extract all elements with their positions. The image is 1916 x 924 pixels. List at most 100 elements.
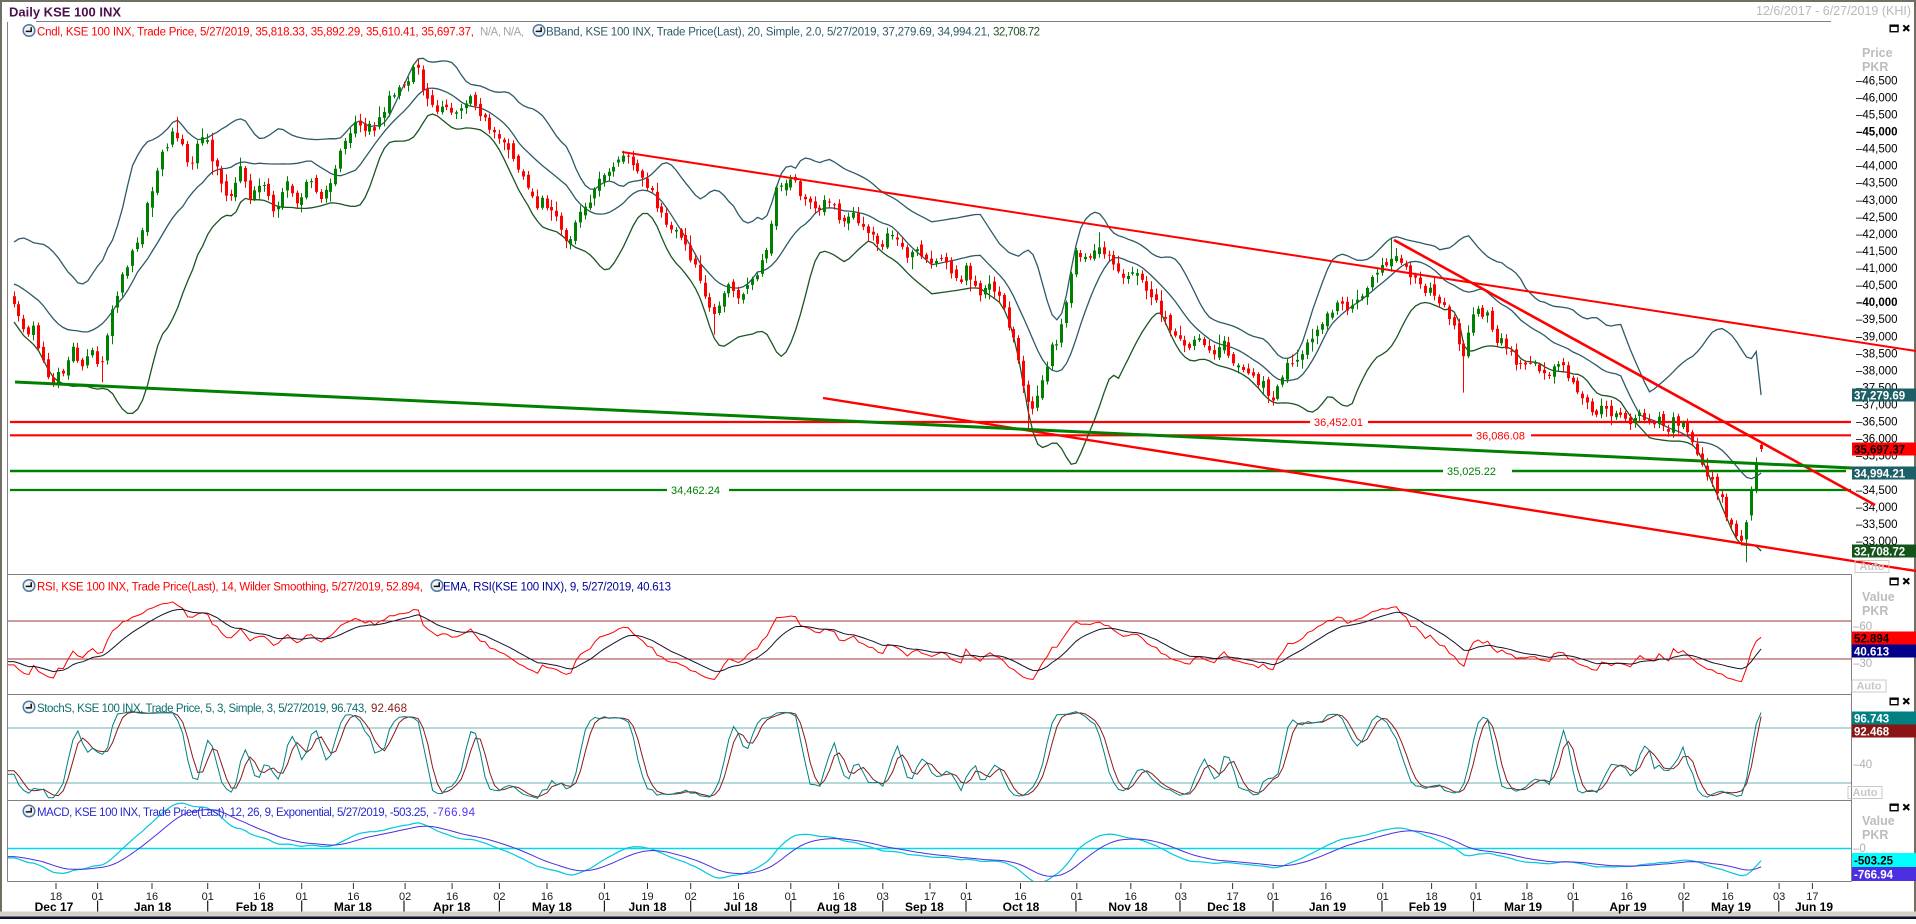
svg-text:01: 01 <box>202 891 214 903</box>
svg-text:02: 02 <box>399 891 411 903</box>
svg-text:01: 01 <box>960 891 972 903</box>
svg-text:MACD, KSE 100 INX, Trade Price: MACD, KSE 100 INX, Trade Price(Last), 12… <box>37 807 429 819</box>
svg-text:Jul 18: Jul 18 <box>724 900 758 914</box>
svg-text:Dec 18: Dec 18 <box>1207 900 1246 914</box>
svg-text:02: 02 <box>1678 891 1690 903</box>
svg-text:96.743: 96.743 <box>1854 714 1889 726</box>
svg-text:–36,500: –36,500 <box>1856 417 1898 429</box>
svg-text:01: 01 <box>91 891 103 903</box>
svg-text:Nov 18: Nov 18 <box>1108 900 1148 914</box>
svg-text:03: 03 <box>1175 891 1187 903</box>
svg-text:34,462.24: 34,462.24 <box>671 485 720 497</box>
svg-text:40.613: 40.613 <box>1854 647 1889 659</box>
svg-text:–46,000: –46,000 <box>1856 92 1898 104</box>
svg-text:16: 16 <box>1014 891 1026 903</box>
svg-text:Jan 19: Jan 19 <box>1309 900 1347 914</box>
svg-text:01: 01 <box>1470 891 1482 903</box>
svg-text:18: 18 <box>50 891 62 903</box>
svg-text:N/A, N/A,: N/A, N/A, <box>480 27 524 39</box>
svg-text:02: 02 <box>493 891 505 903</box>
svg-text:17: 17 <box>1806 891 1818 903</box>
svg-text:PKR: PKR <box>1862 60 1888 74</box>
svg-text:Apr 19: Apr 19 <box>1609 900 1647 914</box>
svg-text:–44,000: –44,000 <box>1856 161 1898 173</box>
svg-text:Jun 19: Jun 19 <box>1795 900 1833 914</box>
svg-text:03: 03 <box>1773 891 1785 903</box>
svg-text:Sep 18: Sep 18 <box>905 900 944 914</box>
svg-text:-766.94: -766.94 <box>1854 870 1894 882</box>
svg-text:-503.25: -503.25 <box>1854 856 1894 868</box>
svg-text:16: 16 <box>1320 891 1332 903</box>
svg-text:Value: Value <box>1862 814 1895 828</box>
svg-text:Apr 18: Apr 18 <box>433 900 471 914</box>
svg-text:17: 17 <box>1226 891 1238 903</box>
svg-text:Auto: Auto <box>1859 561 1884 573</box>
svg-text:16: 16 <box>253 891 265 903</box>
svg-text:Aug 18: Aug 18 <box>817 900 857 914</box>
svg-text:StochS, KSE 100 INX, Trade Pri: StochS, KSE 100 INX, Trade Price, 5, 3, … <box>37 703 367 715</box>
svg-text:–43,000: –43,000 <box>1856 195 1898 207</box>
svg-text:92.468: 92.468 <box>1854 727 1890 739</box>
svg-text:EMA, RSI(KSE 100 INX), 9, 5/2: EMA, RSI(KSE 100 INX), 9, 5/27/2019, 40.… <box>443 582 671 594</box>
svg-text:19: 19 <box>641 891 653 903</box>
svg-text:16: 16 <box>1722 891 1734 903</box>
svg-text:Cndl, KSE 100 INX, Trade Price: Cndl, KSE 100 INX, Trade Price, 5/27/201… <box>37 27 474 39</box>
svg-text:–38,500: –38,500 <box>1856 348 1898 360</box>
svg-text:Jan 18: Jan 18 <box>134 900 172 914</box>
svg-text:Daily KSE 100 INX: Daily KSE 100 INX <box>9 5 121 20</box>
svg-text:PKR: PKR <box>1862 828 1888 842</box>
svg-text:Mar 19: Mar 19 <box>1504 900 1542 914</box>
svg-text:Feb 19: Feb 19 <box>1409 900 1447 914</box>
svg-text:–34,000: –34,000 <box>1856 502 1898 514</box>
svg-text:36,452.01: 36,452.01 <box>1314 417 1363 429</box>
svg-text:16: 16 <box>446 891 458 903</box>
svg-text:37,279.69: 37,279.69 <box>1854 391 1905 403</box>
svg-text:–46,500: –46,500 <box>1856 75 1898 87</box>
svg-text:Auto: Auto <box>1852 787 1877 799</box>
svg-text:35,025.22: 35,025.22 <box>1447 466 1496 478</box>
svg-text:Oct 18: Oct 18 <box>1003 900 1040 914</box>
svg-text:35,697.37: 35,697.37 <box>1854 445 1905 457</box>
svg-text:16: 16 <box>146 891 158 903</box>
svg-text:02: 02 <box>685 891 697 903</box>
svg-text:PKR: PKR <box>1862 604 1888 618</box>
svg-text:01: 01 <box>785 891 797 903</box>
svg-text:–40,000: –40,000 <box>1856 297 1898 309</box>
svg-text:–0: –0 <box>1853 843 1866 855</box>
svg-text:01: 01 <box>296 891 308 903</box>
svg-text:–40,500: –40,500 <box>1856 280 1898 292</box>
svg-text:16: 16 <box>1125 891 1137 903</box>
svg-text:01: 01 <box>1567 891 1579 903</box>
svg-text:16: 16 <box>832 891 844 903</box>
svg-text:Value: Value <box>1862 590 1895 604</box>
svg-text:12/6/2017 - 6/27/2019 (KHI): 12/6/2017 - 6/27/2019 (KHI) <box>1756 4 1911 18</box>
svg-text:Jun 18: Jun 18 <box>628 900 666 914</box>
svg-text:May 18: May 18 <box>532 900 572 914</box>
svg-text:Dec 17: Dec 17 <box>35 900 74 914</box>
svg-text:18: 18 <box>1521 891 1533 903</box>
svg-text:17: 17 <box>924 891 936 903</box>
svg-text:–45,500: –45,500 <box>1856 109 1898 121</box>
svg-text:RSI, KSE 100 INX, Trade Price(: RSI, KSE 100 INX, Trade Price(Last), 14,… <box>37 582 423 594</box>
svg-text:–42,500: –42,500 <box>1856 212 1898 224</box>
svg-text:52.894: 52.894 <box>1854 634 1890 646</box>
svg-text:36,086.08: 36,086.08 <box>1476 430 1525 442</box>
svg-text:01: 01 <box>1071 891 1083 903</box>
svg-text:Mar 18: Mar 18 <box>334 900 372 914</box>
svg-text:03: 03 <box>877 891 889 903</box>
svg-text:32,708.72: 32,708.72 <box>993 27 1040 39</box>
svg-text:Feb 18: Feb 18 <box>236 900 274 914</box>
svg-text:–33,500: –33,500 <box>1856 519 1898 531</box>
svg-text:18: 18 <box>1425 891 1437 903</box>
svg-text:01: 01 <box>598 891 610 903</box>
svg-text:16: 16 <box>732 891 744 903</box>
svg-text:–38,000: –38,000 <box>1856 365 1898 377</box>
svg-text:–34,500: –34,500 <box>1856 485 1898 497</box>
svg-text:–39,500: –39,500 <box>1856 314 1898 326</box>
svg-text:16: 16 <box>347 891 359 903</box>
svg-text:–43,500: –43,500 <box>1856 178 1898 190</box>
svg-text:–39,000: –39,000 <box>1856 331 1898 343</box>
svg-text:–41,000: –41,000 <box>1856 263 1898 275</box>
svg-text:01: 01 <box>1377 891 1389 903</box>
svg-text:May 19: May 19 <box>1711 900 1751 914</box>
